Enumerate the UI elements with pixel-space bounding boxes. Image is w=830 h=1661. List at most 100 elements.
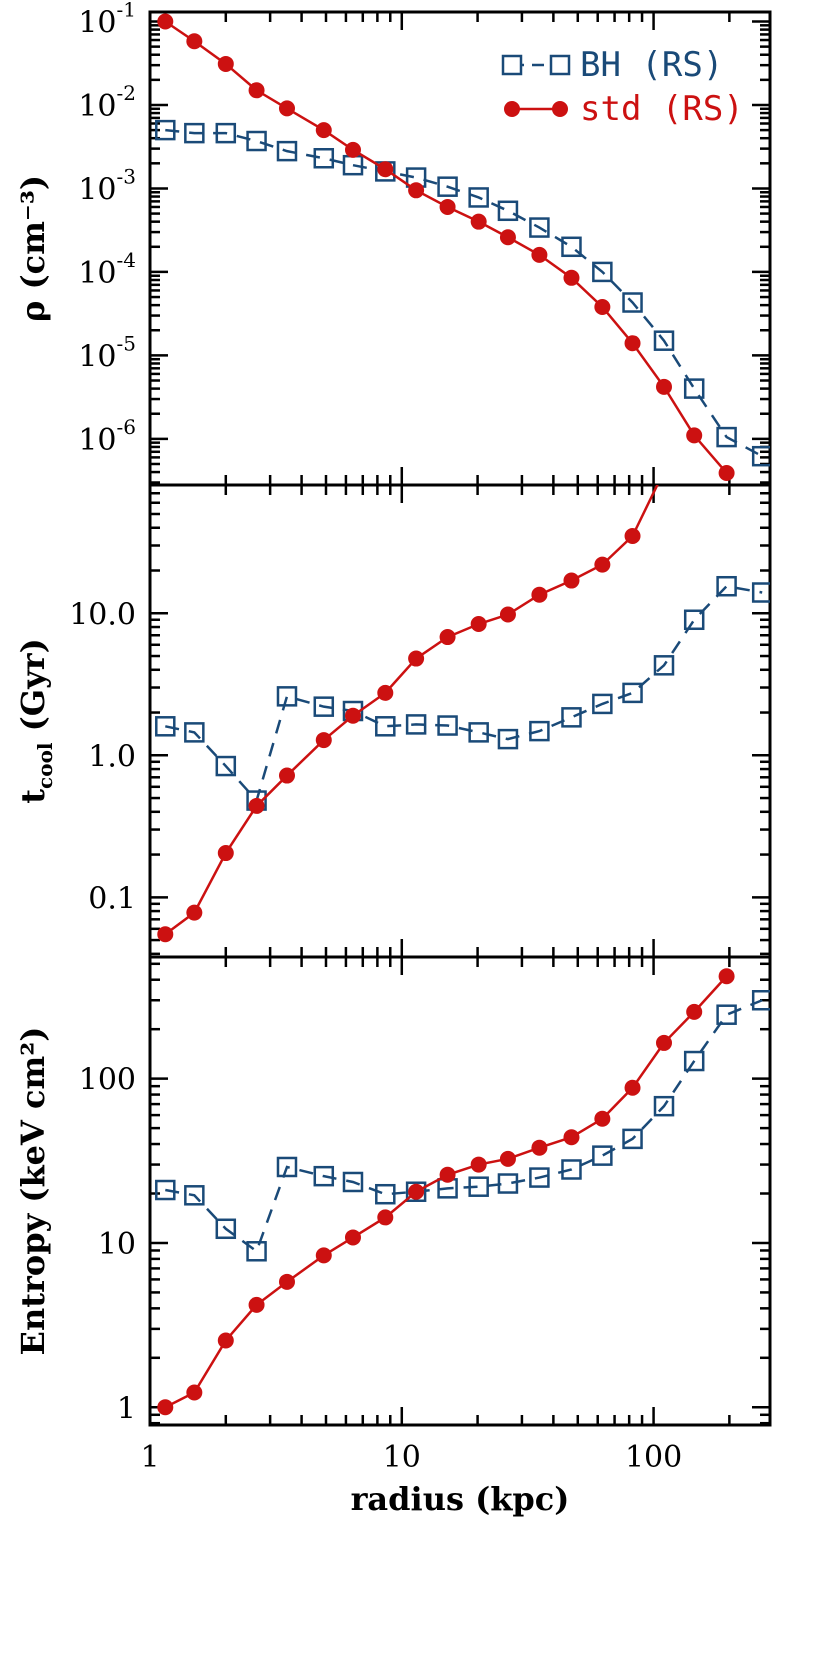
data-point-std	[624, 1079, 641, 1096]
data-point-std	[499, 606, 516, 623]
data-point-std	[408, 650, 425, 667]
series-bh	[155, 990, 770, 1262]
data-point-std	[470, 1156, 487, 1173]
data-point-std	[594, 556, 611, 573]
data-point-std	[594, 1110, 611, 1127]
legend-label: std (RS)	[580, 89, 744, 129]
legend: BH (RS)std (RS)	[501, 45, 744, 129]
data-point-std	[377, 161, 394, 178]
series-line-std	[164, 975, 728, 1409]
data-point-bh	[437, 176, 458, 197]
data-point-std	[439, 1166, 456, 1183]
series-line-std	[164, 485, 659, 936]
data-point-std	[563, 269, 580, 286]
data-point-std	[531, 1139, 548, 1156]
data-point-bh	[497, 728, 519, 750]
data-point-bh	[155, 716, 176, 737]
data-point-bh	[342, 1171, 364, 1193]
series-std	[157, 13, 735, 481]
data-point-std	[157, 926, 174, 943]
data-point-std	[470, 616, 487, 633]
data-point-bh	[184, 1185, 205, 1206]
data-point-bh	[184, 122, 205, 144]
data-point-bh	[375, 1183, 396, 1205]
data-point-bh	[276, 686, 298, 707]
data-point-std	[248, 1296, 265, 1313]
panel-density: 10-1 10-2 10-3 10-4 10-5 10-6 ρ (cm⁻³)	[14, 0, 772, 487]
data-point-std	[186, 1384, 203, 1401]
data-point-std	[217, 55, 234, 72]
data-point-std	[315, 732, 332, 749]
legend-marker	[501, 54, 523, 76]
data-point-bh	[751, 445, 770, 467]
data-point-bh	[622, 292, 643, 313]
data-point-bh	[184, 722, 205, 743]
data-point-bh	[276, 1156, 298, 1178]
data-point-bh	[405, 714, 427, 735]
x-tick-label: 100	[625, 1440, 682, 1475]
data-point-std	[248, 797, 265, 814]
data-point-std	[656, 463, 672, 479]
data-point-std	[157, 1399, 174, 1416]
legend-entry: std (RS)	[504, 89, 744, 129]
y-tick-label: 10.0	[69, 597, 136, 632]
data-point-bh	[246, 1241, 267, 1262]
data-point-std	[217, 845, 234, 862]
data-point-bh	[313, 1165, 335, 1187]
data-point-bh	[155, 119, 176, 141]
y-tick-label: 10-4	[78, 248, 136, 291]
data-point-bh	[716, 575, 737, 597]
data-point-std	[408, 1183, 425, 1200]
data-point-std	[499, 229, 516, 246]
x-tick-label: 10	[383, 1440, 421, 1475]
legend-marker	[552, 101, 568, 117]
data-point-bh	[622, 1128, 643, 1150]
data-point-std	[655, 378, 672, 395]
x-axis-label-group: radius (kpc)	[351, 1480, 570, 1518]
data-point-bh	[313, 696, 335, 717]
data-point-bh	[497, 1173, 519, 1194]
data-point-bh	[468, 187, 489, 208]
data-point-std	[470, 213, 487, 230]
data-point-std	[499, 1150, 516, 1167]
y-tick-label: 10-2	[78, 81, 136, 124]
data-point-std	[377, 684, 394, 701]
data-point-bh	[246, 130, 267, 152]
y-axis-label: Entropy (keV cm²)	[14, 1027, 52, 1356]
series-line-bh	[165, 584, 763, 804]
data-point-std	[563, 572, 580, 589]
data-point-std	[278, 100, 295, 117]
data-point-bh	[437, 715, 458, 736]
data-point-bh	[592, 1145, 613, 1166]
data-point-std	[344, 141, 361, 158]
data-point-std	[157, 13, 174, 30]
y-tick-label: 0.1	[88, 881, 136, 916]
y-tick-label: 100	[79, 1063, 136, 1098]
data-point-bh	[276, 140, 298, 162]
y-axis-label: tcool (Gyr)	[14, 638, 57, 803]
legend-marker	[504, 101, 520, 117]
y-tick-label: 10-6	[78, 415, 136, 458]
data-point-bh	[592, 261, 613, 283]
data-point-std	[531, 586, 548, 603]
panel-data	[155, 463, 770, 943]
data-point-bh	[622, 682, 643, 704]
data-point-std	[315, 1247, 332, 1264]
panel-data	[155, 13, 770, 481]
data-point-std	[594, 298, 611, 315]
y-axis-label: ρ (cm⁻³)	[14, 175, 52, 322]
series-line-bh	[165, 128, 763, 458]
data-point-bh	[155, 1179, 176, 1201]
data-point-std	[408, 182, 425, 199]
data-point-bh	[683, 378, 705, 399]
series-std	[157, 463, 672, 943]
y-tick-label: 10-1	[78, 0, 136, 41]
data-point-bh	[683, 1050, 705, 1072]
panels-layer: 10-110-210-310-410-510-6ρ (cm⁻³)0.11.010…	[14, 0, 772, 1475]
data-point-std	[315, 122, 332, 139]
data-point-bh	[215, 755, 237, 777]
panel-data	[155, 968, 770, 1416]
data-point-std	[278, 1273, 295, 1290]
data-point-bh	[592, 693, 613, 715]
